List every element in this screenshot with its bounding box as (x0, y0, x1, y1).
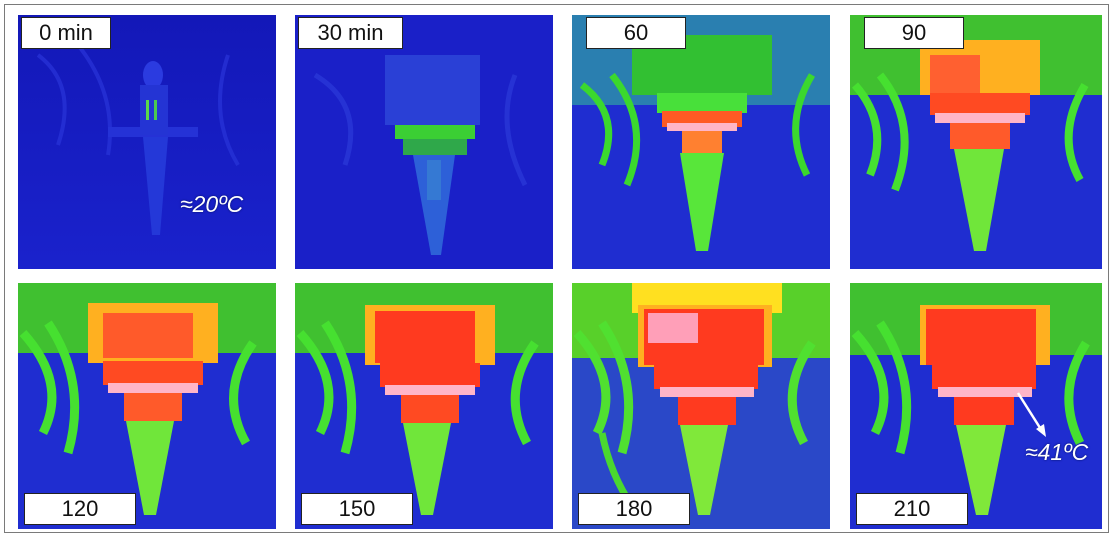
end-temperature-label: ≈41ºC (1025, 439, 1089, 465)
start-temperature-label: ≈20ºC (180, 191, 244, 217)
frame-label: 180 (578, 493, 690, 525)
frame-label: 30 min (298, 17, 403, 49)
frame-label: 120 (24, 493, 136, 525)
thermal-image-2 (572, 15, 830, 269)
thermal-image-0 (18, 15, 276, 269)
thermal-image-1 (295, 15, 553, 269)
frame-label: 150 (301, 493, 413, 525)
thermal-frame-6: 180 (572, 283, 830, 529)
frame-label: 210 (856, 493, 968, 525)
frame-label: 0 min (21, 17, 111, 49)
thermal-frame-2: 60 (572, 15, 830, 269)
frame-label: 60 (586, 17, 686, 49)
thermal-frame-7: ≈41ºC 210 (850, 283, 1102, 529)
thermal-frame-1: 30 min (295, 15, 553, 269)
thermal-frame-5: 150 (295, 283, 553, 529)
thermal-figure-frame: 0 min ≈20ºC 30 min 60 (4, 4, 1109, 533)
thermal-frame-4: 120 (18, 283, 276, 529)
thermal-image-5 (295, 283, 553, 529)
thermal-image-7 (850, 283, 1102, 529)
thermal-frame-3: 90 (850, 15, 1102, 269)
thermal-frame-0: 0 min ≈20ºC (18, 15, 276, 269)
thermal-image-6 (572, 283, 830, 529)
thermal-image-3 (850, 15, 1102, 269)
thermal-image-4 (18, 283, 276, 529)
frame-label: 90 (864, 17, 964, 49)
